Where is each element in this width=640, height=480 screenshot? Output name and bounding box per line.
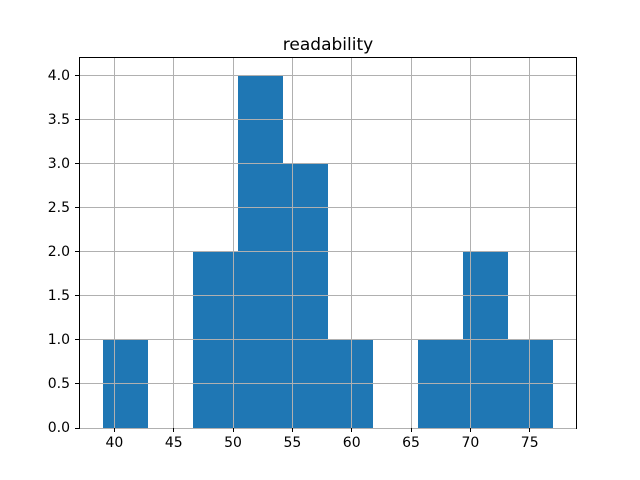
x-tick-mark [232,428,234,432]
y-tick-label: 3.5 [47,111,70,128]
y-tick-label: 0.0 [47,420,70,436]
y-tick-label: 1.0 [47,331,70,348]
y-tick-mark [75,427,79,429]
gridline-y [80,119,576,121]
x-tick-label: 60 [342,435,361,451]
y-tick-mark [75,339,79,341]
x-tick-label: 45 [164,435,183,451]
x-tick-label: 55 [283,435,302,451]
gridline-x [291,58,293,428]
y-tick-label: 1.5 [47,287,70,304]
gridline-x [529,58,531,428]
x-tick-mark [469,428,471,432]
y-tick-mark [75,295,79,297]
gridline-y [80,383,576,385]
x-tick-label: 50 [224,435,242,451]
gridline-y [80,163,576,165]
gridline-y [80,427,576,429]
y-tick-label: 2.5 [47,199,70,216]
x-tick-label: 65 [402,435,420,451]
x-tick-mark [351,428,353,432]
x-tick-label: 75 [520,435,539,451]
gridline-y [80,339,576,341]
y-tick-mark [75,75,79,77]
y-tick-mark [75,383,79,385]
y-tick-mark [75,119,79,121]
gridline-x [232,58,234,428]
y-tick-label: 0.5 [47,375,70,392]
x-tick-mark [173,428,175,432]
x-tick-mark [291,428,293,432]
x-tick-label: 40 [105,435,124,451]
y-tick-mark [75,207,79,209]
x-tick-mark [113,428,115,432]
x-tick-mark [410,428,412,432]
gridline-x [113,58,115,428]
gridline-x [173,58,175,428]
y-tick-mark [75,163,79,165]
y-tick-label: 3.0 [47,155,70,172]
x-tick-mark [529,428,531,432]
gridline-y [80,75,576,77]
y-tick-mark [75,251,79,253]
plot-area [79,57,577,429]
grid-layer [80,58,576,429]
gridline-x [469,58,471,428]
chart-title: readability [282,35,374,55]
gridline-y [80,295,576,297]
gridline-y [80,207,576,209]
y-tick-label: 2.0 [47,243,70,260]
gridline-y [80,251,576,253]
y-tick-label: 4.0 [47,67,70,84]
gridline-x [410,58,412,428]
x-tick-label: 70 [461,435,480,451]
gridline-x [351,58,353,428]
